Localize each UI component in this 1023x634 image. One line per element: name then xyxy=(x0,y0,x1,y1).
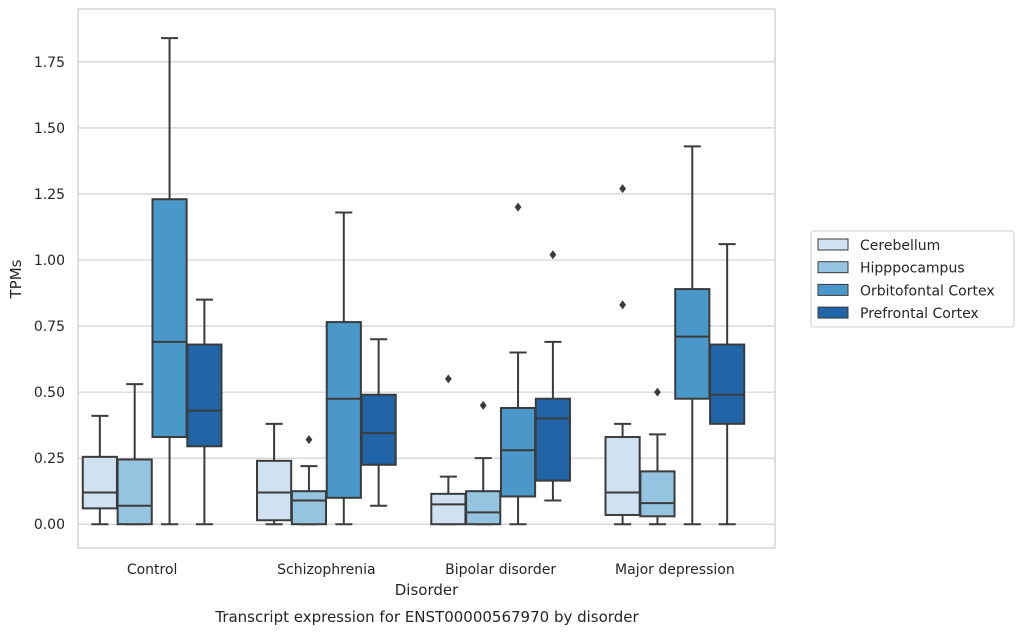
y-tick-label: 1.50 xyxy=(34,121,65,137)
box xyxy=(81,455,118,510)
legend-swatch xyxy=(817,261,849,274)
outlier-point xyxy=(514,202,522,212)
box xyxy=(430,492,467,526)
y-tick-label: 0.00 xyxy=(34,517,65,533)
y-tick-label: 1.25 xyxy=(34,187,65,203)
box xyxy=(360,393,397,466)
x-tick-label: Control xyxy=(127,562,178,578)
plot-frame xyxy=(77,8,776,549)
x-axis-ticks: Control Schizophrenia Bipolar disorder Majo… xyxy=(127,562,735,578)
box xyxy=(186,343,223,448)
legend-label: Hipppocampus xyxy=(860,261,965,277)
box xyxy=(325,321,362,499)
box-series xyxy=(81,37,746,526)
legend-swatch xyxy=(817,238,849,251)
x-tick-label: Major depression xyxy=(615,562,735,578)
y-axis-title: TPMs xyxy=(7,259,25,299)
box xyxy=(674,288,711,400)
x-tick-label: Schizophrenia xyxy=(277,562,375,578)
box xyxy=(116,458,153,526)
box xyxy=(465,490,502,526)
box xyxy=(709,343,746,425)
box xyxy=(499,406,537,498)
box xyxy=(290,490,328,526)
outlier-point xyxy=(619,184,626,194)
outlier-point xyxy=(444,374,452,384)
x-tick-label: Bipolar disorder xyxy=(445,562,556,578)
box xyxy=(604,436,641,516)
outlier-point xyxy=(479,400,487,410)
legend-frame xyxy=(810,230,1015,328)
box xyxy=(534,397,571,482)
y-axis-ticks: 0.00 0.25 0.50 0.75 1.00 1.25 1.50 1.75 xyxy=(34,55,65,533)
y-tick-label: 0.25 xyxy=(34,451,65,467)
y-tick-label: 0.75 xyxy=(34,319,65,335)
chart-caption: Transcript expression for ENST0000056797… xyxy=(214,608,639,626)
x-axis-title: Disorder xyxy=(395,581,459,599)
outlier-point xyxy=(549,250,557,260)
box xyxy=(256,459,293,522)
legend-label: Cerebellum xyxy=(860,238,940,254)
legend-swatch xyxy=(817,306,849,319)
legend: Cerebellum Hipppocampus Orbitofontal Corte… xyxy=(810,230,1015,328)
legend-swatch xyxy=(817,283,849,296)
y-tick-label: 1.00 xyxy=(34,253,65,269)
y-tick-label: 0.50 xyxy=(34,385,65,401)
outlier-point xyxy=(654,387,661,397)
legend-label: Prefrontal Cortex xyxy=(860,306,979,322)
y-tick-label: 1.75 xyxy=(34,55,65,71)
outlier-point xyxy=(619,300,626,310)
box xyxy=(639,470,676,518)
legend-label: Orbitofontal Cortex xyxy=(860,283,995,299)
outlier-point xyxy=(305,435,313,445)
box xyxy=(151,198,188,439)
